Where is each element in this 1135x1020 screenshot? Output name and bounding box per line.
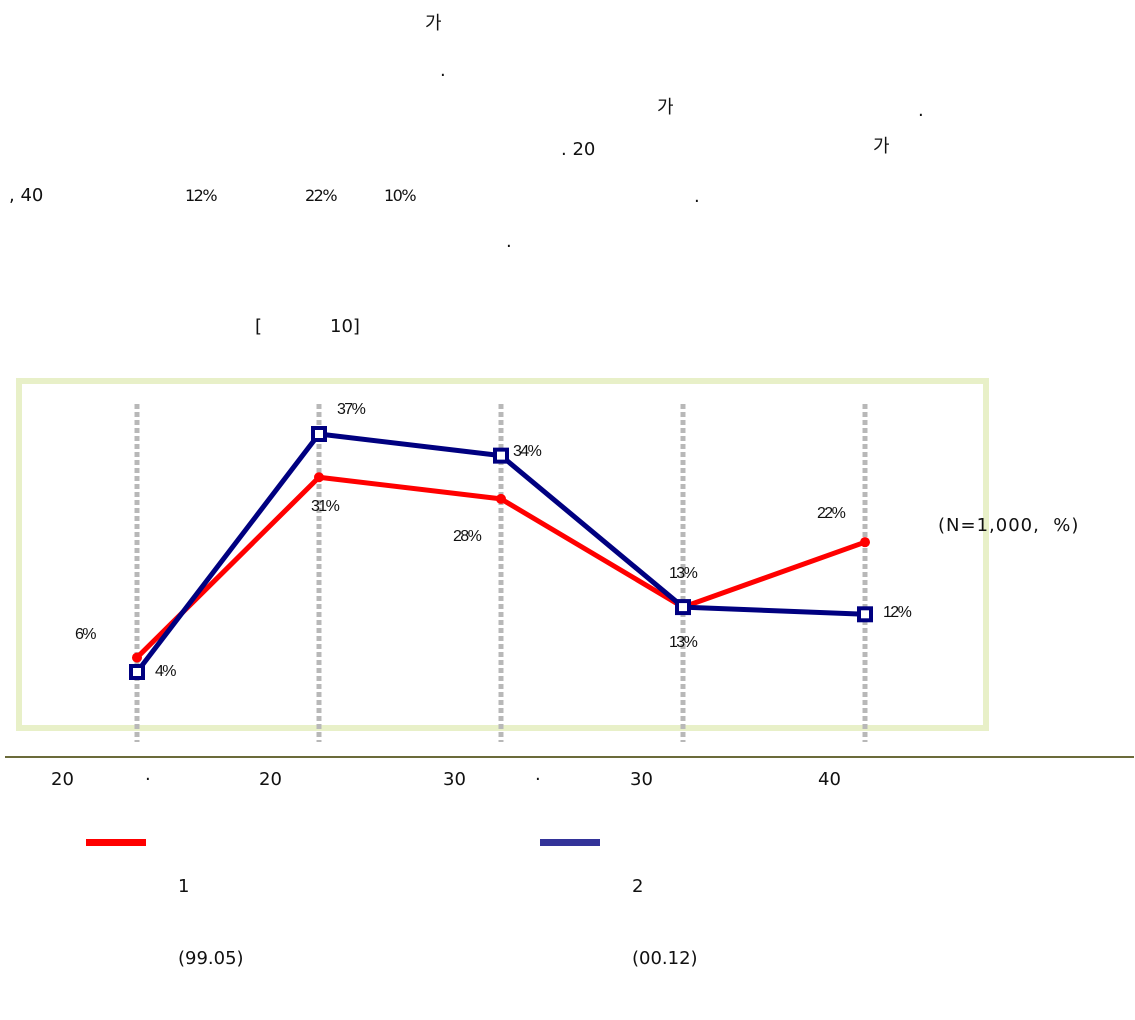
text-line-5c: 22% <box>305 186 338 205</box>
series1-point-3 <box>496 493 506 504</box>
data-label-series2-point4: 13% <box>669 565 698 583</box>
series1-point-5 <box>860 537 870 548</box>
text-line-5a: , 40 <box>9 185 44 206</box>
x-tick-label-1a: 20 <box>51 769 74 790</box>
x-tick-label-4: 30 <box>630 769 653 790</box>
legend-label-series1: 1 (99.05) <box>178 826 244 1020</box>
data-label-series2-point3: 34% <box>513 442 542 460</box>
legend-label-series1-line2: (99.05) <box>178 948 244 970</box>
x-tick-label-3b: · <box>535 769 541 790</box>
line-chart <box>5 378 1134 758</box>
series2-point-4 <box>675 599 691 616</box>
text-line-6: . <box>506 231 512 252</box>
legend-label-series2-line2: (00.12) <box>632 948 698 970</box>
series2-point-3 <box>493 447 509 464</box>
series1-point-1 <box>132 652 142 663</box>
legend-swatch-series2 <box>540 839 600 846</box>
x-tick-label-3a: 30 <box>443 769 466 790</box>
series1-point-2 <box>314 472 324 483</box>
x-tick-label-2: 20 <box>259 769 282 790</box>
text-line-2: . <box>440 60 446 81</box>
series2-point-5 <box>857 606 873 623</box>
text-line-4a: . 20 <box>561 139 596 160</box>
x-tick-label-5: 40 <box>818 769 841 790</box>
legend-label-series1-line1: 1 <box>178 875 190 897</box>
data-label-series2-point2: 37% <box>337 401 366 418</box>
data-label-series1-point1: 6% <box>75 625 97 643</box>
text-line-4b: 가 <box>873 136 890 157</box>
sample-size-note: (N=1,000, %) <box>938 515 1080 536</box>
text-line-5e: . <box>694 186 700 207</box>
text-line-5b: 12% <box>185 186 218 205</box>
data-label-series2-point1: 4% <box>155 663 177 680</box>
legend-label-series2: 2 (00.12) <box>632 826 698 1020</box>
x-tick-label-1b: · <box>145 769 151 790</box>
data-label-series1-point4: 13% <box>669 634 698 652</box>
figure-caption-number: 10] <box>330 316 360 337</box>
text-line-5d: 10% <box>384 186 417 205</box>
data-label-series1-point2: 31% <box>311 498 340 516</box>
text-line-3a: 가 <box>657 97 674 118</box>
series2-point-1 <box>129 664 145 680</box>
data-label-series2-point5: 12% <box>883 604 912 622</box>
data-label-series1-point3: 28% <box>453 527 482 545</box>
data-label-series1-point5: 22% <box>817 505 846 523</box>
figure-caption-bracket: [ <box>255 316 263 337</box>
legend-swatch-series1 <box>86 839 146 846</box>
series2-point-2 <box>311 426 327 442</box>
text-line-3b: . <box>918 100 924 121</box>
legend-label-series2-line1: 2 <box>632 875 644 897</box>
text-line-1: 가 <box>425 13 442 34</box>
